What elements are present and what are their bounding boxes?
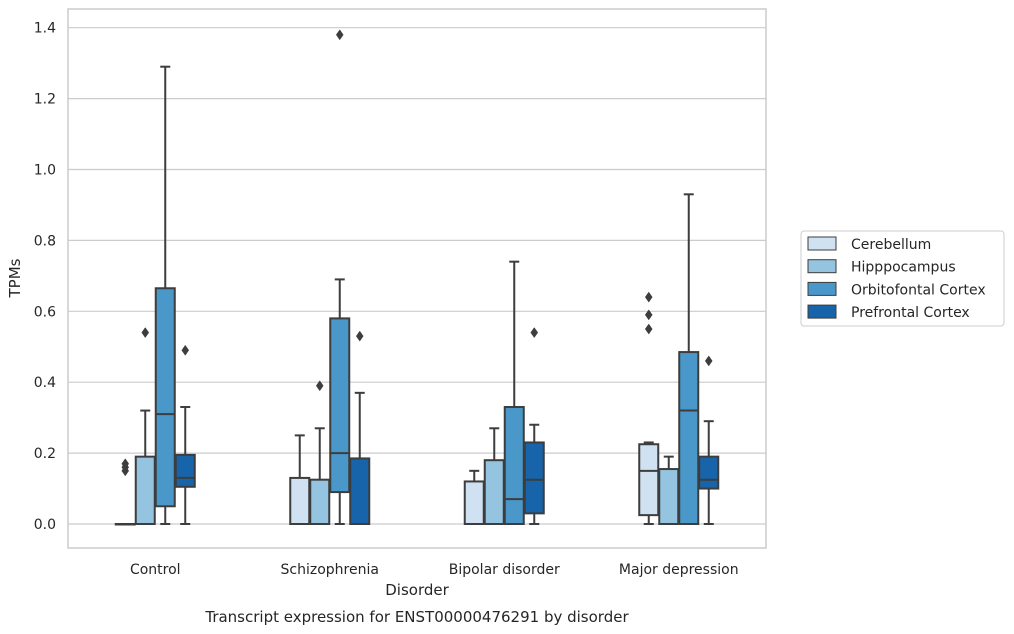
- box-body: [678, 351, 700, 525]
- x-axis-label: Disorder: [385, 581, 449, 599]
- legend-frame: [800, 230, 1005, 327]
- box-1-4: [638, 291, 660, 525]
- box-body: [174, 453, 196, 488]
- legend-swatch: [807, 304, 837, 319]
- box-2-3: [483, 427, 505, 526]
- y-tick-labels: 0.0 0.2 0.4 0.6 0.8 1.0 1.2 1.4: [34, 21, 56, 533]
- legend-label: Hipppocampus: [851, 260, 956, 276]
- box-1-3: [463, 469, 485, 525]
- box-3-1: [154, 65, 176, 525]
- chart-title: Transcript expression for ENST0000047629…: [204, 608, 629, 626]
- outlier-point: [644, 323, 653, 335]
- y-tick-label: 1.2: [34, 92, 56, 108]
- box-body: [638, 443, 660, 517]
- y-tick-label: 0.4: [34, 375, 56, 391]
- box-body: [309, 478, 331, 525]
- y-tick-label: 1.4: [34, 21, 56, 37]
- outlier-point: [141, 327, 150, 339]
- outlier-point: [355, 330, 364, 342]
- box-body: [483, 459, 505, 526]
- x-tick-label: Bipolar disorder: [449, 562, 560, 578]
- y-axis-label: TPMs: [6, 258, 24, 298]
- x-tick-label: Schizophrenia: [281, 562, 379, 578]
- y-tick-label: 0.0: [34, 517, 56, 533]
- box-body: [289, 476, 311, 526]
- box-body: [134, 455, 156, 525]
- legend-label: Prefrontal Cortex: [851, 305, 970, 321]
- box-4-4: [698, 355, 720, 525]
- box-2-4: [658, 455, 680, 525]
- outlier-point: [644, 309, 653, 321]
- legend-swatch: [807, 259, 837, 274]
- x-tick-labels: Control Schizophrenia Bipolar disorder Majo…: [130, 562, 739, 578]
- box-body: [503, 406, 525, 526]
- boxes: [114, 29, 720, 526]
- box-body: [463, 480, 485, 525]
- legend-swatch: [807, 236, 837, 251]
- box-1-1: [114, 458, 136, 526]
- box-body: [658, 468, 680, 525]
- box-body: [154, 287, 176, 508]
- box-body: [523, 441, 545, 515]
- box-body: [349, 457, 371, 526]
- outlier-point: [644, 291, 653, 303]
- y-tick-label: 0.2: [34, 446, 56, 462]
- legend-label: Orbitofontal Cortex: [851, 282, 986, 298]
- box-body: [698, 455, 720, 490]
- box-4-2: [349, 330, 371, 526]
- x-tick-label: Control: [130, 562, 181, 578]
- y-tick-label: 0.8: [34, 233, 56, 249]
- box-1-2: [289, 434, 311, 526]
- outlier-point: [121, 458, 130, 470]
- outlier-point: [335, 29, 344, 41]
- box-body: [329, 317, 351, 494]
- box-3-3: [503, 260, 525, 526]
- outlier-point: [530, 327, 539, 339]
- box-2-1: [134, 327, 156, 525]
- y-tick-label: 0.6: [34, 304, 56, 320]
- legend: Cerebellum Hipppocampus Orbitofontal Corte…: [800, 230, 1005, 327]
- legend-label: Cerebellum: [851, 237, 931, 253]
- box-4-1: [174, 344, 196, 525]
- box-3-4: [678, 193, 700, 525]
- outlier-point: [181, 344, 190, 356]
- box-2-2: [309, 380, 331, 525]
- x-tick-label: Major depression: [619, 562, 739, 578]
- box-3-2: [329, 29, 351, 525]
- outlier-point: [315, 380, 324, 392]
- legend-swatch: [807, 281, 837, 296]
- y-tick-label: 1.0: [34, 163, 56, 179]
- box-4-3: [523, 327, 545, 525]
- plot-area-frame: [67, 8, 767, 549]
- outlier-point: [704, 355, 713, 367]
